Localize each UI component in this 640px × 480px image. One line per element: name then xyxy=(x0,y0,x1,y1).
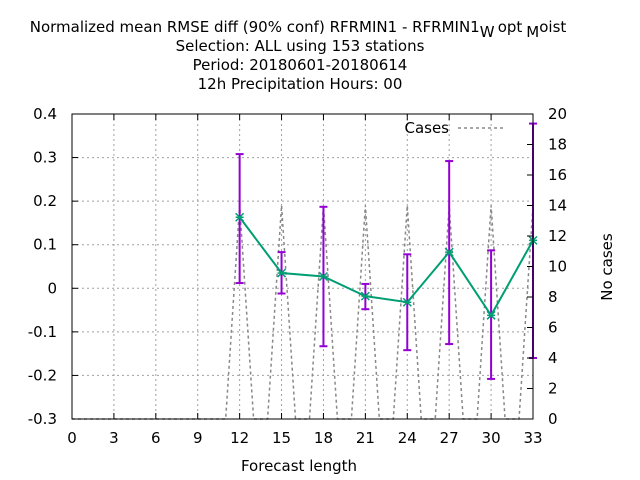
y2-axis-label: No cases xyxy=(598,233,616,301)
x-tick-label: 9 xyxy=(193,429,203,447)
title-line-4: 12h Precipitation Hours: 00 xyxy=(198,75,403,93)
x-axis: 0 3 6 9 12 15 18 21 24 27 30 33 xyxy=(67,114,543,447)
data-point xyxy=(444,247,454,257)
x-tick-label: 27 xyxy=(440,429,459,447)
x-tick-label: 3 xyxy=(109,429,119,447)
y2-tick-label: 16 xyxy=(548,166,567,184)
x-tick-label: 15 xyxy=(272,429,291,447)
title-line-2: Selection: ALL using 153 stations xyxy=(176,37,425,55)
title-subscript-1: W xyxy=(480,23,495,41)
legend: Cases xyxy=(404,119,505,137)
title-line-1: Normalized mean RMSE diff (90% conf) RFR… xyxy=(30,18,567,41)
title-end: oist xyxy=(539,18,566,36)
x-tick-label: 18 xyxy=(314,429,333,447)
x-axis-label: Forecast length xyxy=(241,457,357,475)
rmse-diff-line xyxy=(238,216,534,318)
y2-tick-label: 20 xyxy=(548,105,567,123)
chart-title: Normalized mean RMSE diff (90% conf) RFR… xyxy=(30,18,567,93)
title-line-3: Period: 20180601-20180614 xyxy=(193,56,408,74)
y2-tick-label: 10 xyxy=(548,258,567,276)
x-tick-label: 0 xyxy=(67,429,77,447)
legend-label-cases: Cases xyxy=(404,119,449,137)
x-tick-label: 21 xyxy=(356,429,375,447)
data-point xyxy=(235,212,245,222)
y-axis: -0.3 -0.2 -0.1 0 0.1 0.2 0.3 0.4 xyxy=(28,105,78,428)
title-subscript-2: M xyxy=(526,23,539,41)
data-point xyxy=(360,291,370,301)
y-tick-label: -0.3 xyxy=(28,410,57,428)
y2-tick-label: 6 xyxy=(548,319,558,337)
y-tick-label: -0.1 xyxy=(28,323,57,341)
y2-tick-label: 0 xyxy=(548,410,558,428)
y-tick-label: 0.3 xyxy=(33,149,57,167)
title-middle-1: opt xyxy=(498,18,523,36)
data-point xyxy=(277,268,287,278)
y-tick-label: 0.4 xyxy=(33,105,57,123)
y2-tick-label: 8 xyxy=(548,288,558,306)
cases-line xyxy=(72,205,534,420)
data-point xyxy=(318,271,328,282)
x-tick-label: 6 xyxy=(151,429,161,447)
y2-tick-label: 4 xyxy=(548,349,558,367)
x-tick-label: 24 xyxy=(398,429,417,447)
y-tick-label: 0 xyxy=(47,279,57,297)
y2-axis: 0 2 4 6 8 10 12 14 16 18 20 xyxy=(527,105,567,428)
series-layer xyxy=(72,122,538,420)
plot-border xyxy=(71,113,534,420)
x-tick-label: 12 xyxy=(230,429,249,447)
y2-tick-label: 12 xyxy=(548,227,567,245)
x-tick-label: 33 xyxy=(523,429,542,447)
y2-tick-label: 2 xyxy=(548,380,558,398)
y2-tick-label: 18 xyxy=(548,136,567,154)
data-point xyxy=(402,297,412,307)
data-point xyxy=(486,310,496,320)
x-tick-label: 30 xyxy=(482,429,501,447)
y2-tick-label: 14 xyxy=(548,197,567,215)
y-tick-label: 0.1 xyxy=(33,236,57,254)
y-tick-label: -0.2 xyxy=(28,366,57,384)
y-tick-label: 0.2 xyxy=(33,192,57,210)
grid xyxy=(72,114,533,419)
